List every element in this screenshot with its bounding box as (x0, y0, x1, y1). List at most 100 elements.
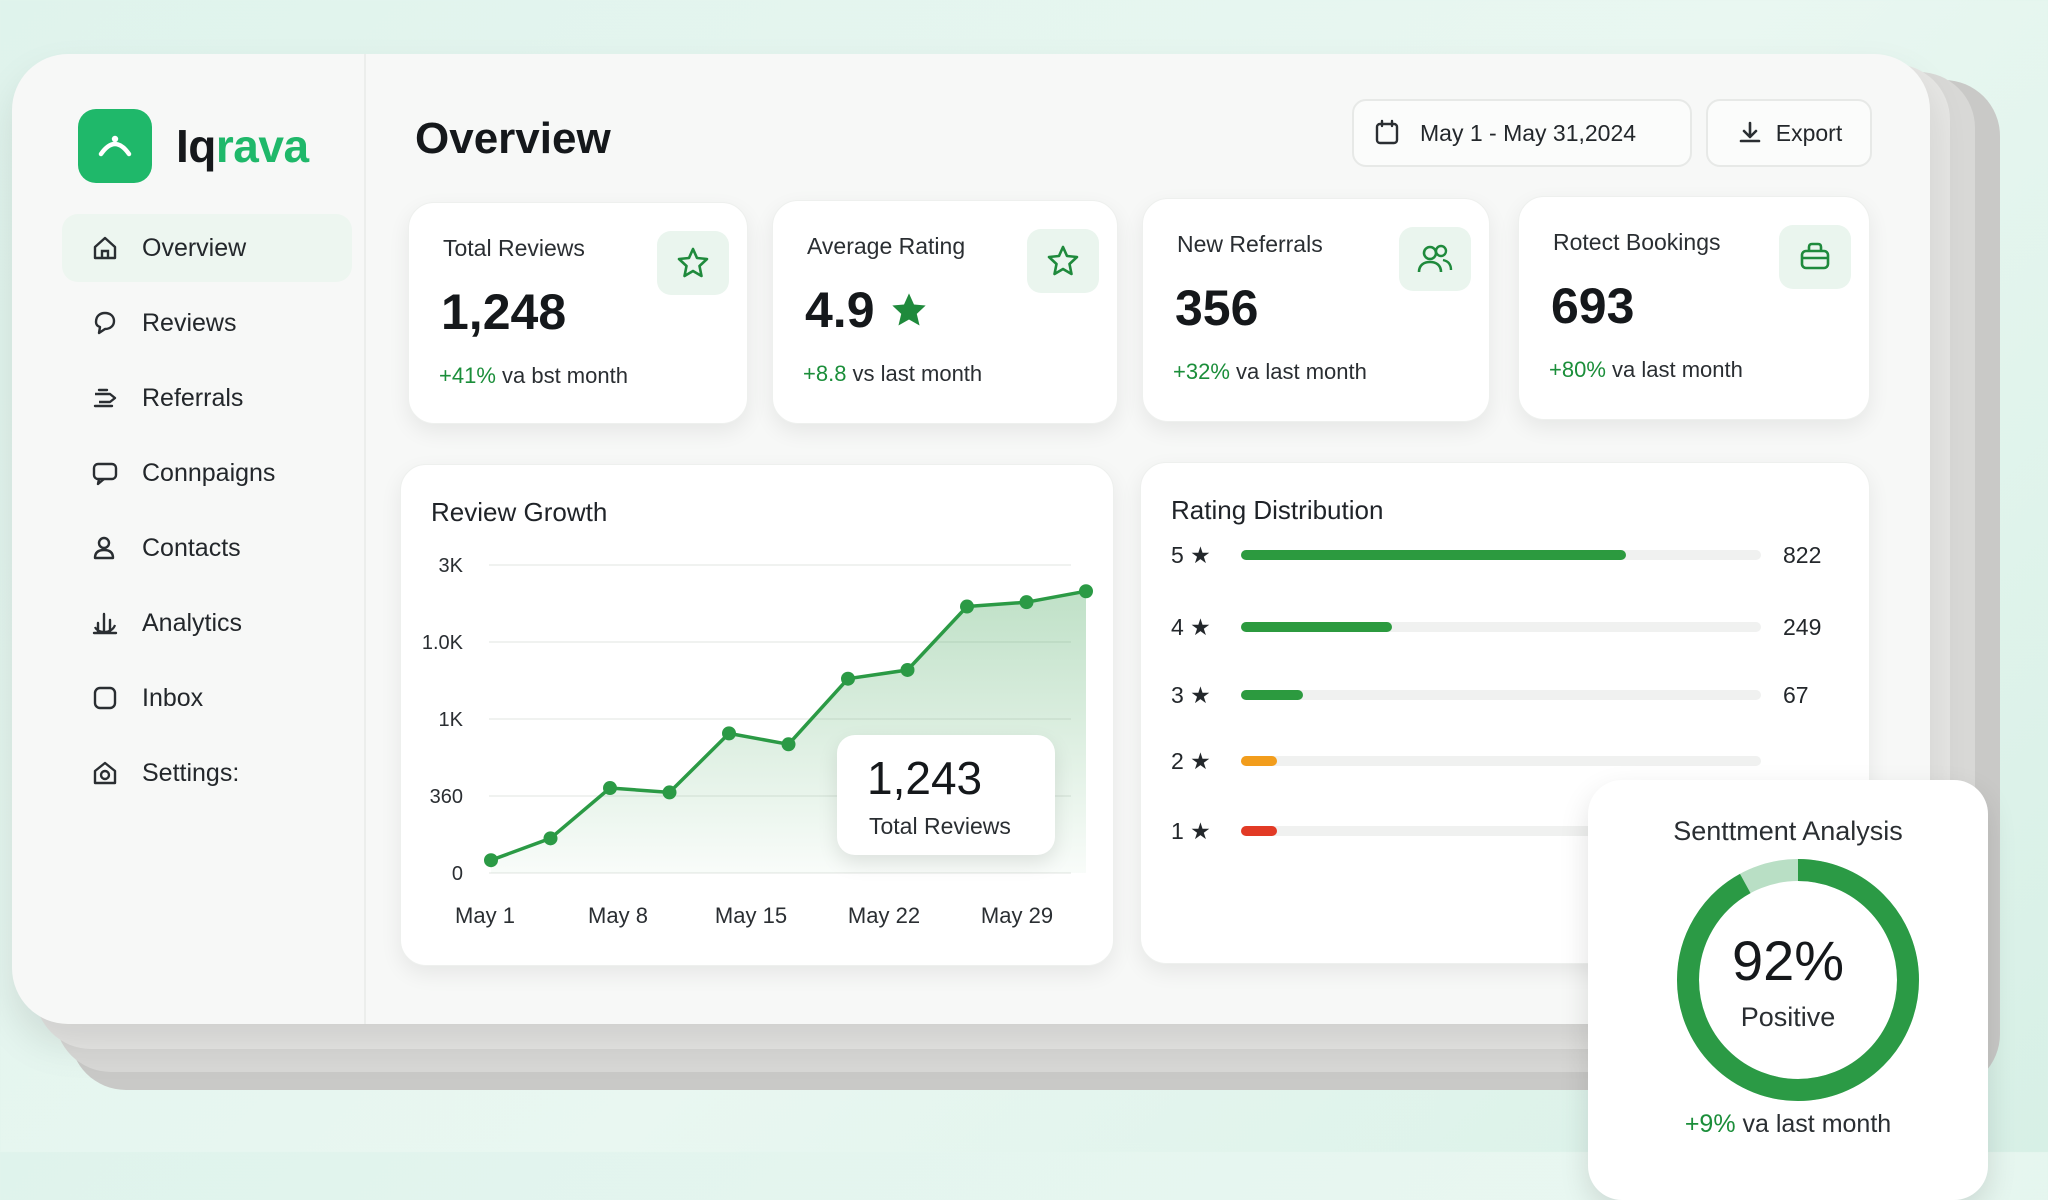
data-point[interactable] (603, 781, 617, 796)
tooltip-label: Total Reviews (869, 813, 1011, 839)
message-icon (92, 462, 118, 486)
sidebar-item-label: Connpaigns (142, 458, 276, 487)
rating-distribution-card: Rating Distribution 5 ★ 822 4 ★ 249 3 ★ 67 2 ★… (1140, 462, 1870, 964)
sidebar-item-label: Settings: (142, 758, 240, 787)
rating-label: 5 ★ (1171, 541, 1211, 568)
data-point[interactable] (781, 737, 796, 752)
data-point[interactable] (1019, 595, 1034, 610)
sidebar-item-label: Reviews (142, 308, 237, 337)
rating-count: 67 (1783, 681, 1809, 708)
review-growth-card: Review Growth 3K 1.0K 1K 360 0 May 1 May 8 May … (400, 464, 1114, 966)
chart-tooltip: 1,243 Total Reviews (837, 735, 1055, 855)
star-outline-icon (1027, 229, 1099, 293)
analytics-icon (92, 612, 118, 635)
rating-label: 4 ★ (1171, 613, 1211, 640)
x-tick-label: May 8 (588, 903, 648, 928)
star-outline-icon (657, 231, 729, 295)
data-point[interactable] (543, 831, 558, 846)
rating-row-4[interactable]: 4 ★ 249 (1171, 607, 1851, 647)
stat-label: Rotect Bookings (1553, 229, 1721, 255)
stat-delta: +32% va last month (1173, 359, 1367, 384)
download-icon (1739, 121, 1761, 143)
rating-bar-fill (1241, 690, 1304, 700)
stat-value: 693 (1551, 278, 1635, 334)
rating-label: 1 ★ (1171, 817, 1211, 844)
x-tick-label: May 15 (715, 903, 787, 928)
stat-label: Total Reviews (443, 235, 585, 261)
sentiment-label: Positive (1740, 1002, 1836, 1032)
data-point[interactable] (841, 671, 855, 686)
page-title: Overview (415, 114, 611, 163)
sidebar-item-label: Overview (142, 233, 247, 262)
date-range-picker[interactable]: May 1 - May 31,2024 (1352, 99, 1692, 167)
review-growth-chart: 3K 1.0K 1K 360 0 May 1 May 8 May 15 May 22 May 29 (422, 555, 1093, 928)
y-tick-label: 1K (439, 709, 464, 731)
data-point[interactable] (900, 662, 915, 677)
sidebar-item-analytics[interactable]: Analytics (62, 589, 352, 657)
date-range-label: May 1 - May 31,2024 (1420, 119, 1637, 146)
export-button[interactable]: Export (1706, 99, 1872, 167)
sentiment-card: Senttment Analysis 92% Positive +9% va l… (1588, 780, 1988, 1200)
data-point[interactable] (662, 785, 677, 800)
sidebar-item-settings[interactable]: Settings: (62, 739, 352, 807)
rating-bar-track (1241, 690, 1761, 700)
stat-label: New Referrals (1177, 231, 1323, 257)
sidebar-item-label: Referrals (142, 383, 244, 412)
data-point[interactable] (1079, 584, 1093, 599)
sidebar-item-label: Analytics (142, 608, 243, 637)
chat-bubble-icon (94, 311, 116, 335)
sidebar-item-referrals[interactable]: Referrals (62, 364, 352, 432)
rating-row-5[interactable]: 5 ★ 822 (1171, 535, 1851, 575)
rating-count: 822 (1783, 541, 1822, 568)
x-tick-label: May 22 (848, 903, 920, 928)
data-point[interactable] (484, 853, 498, 868)
user-icon (93, 536, 115, 560)
sidebar-item-campaigns[interactable]: Connpaigns (62, 439, 352, 507)
sentiment-value: 92% (1731, 929, 1845, 992)
ring-arc (1677, 859, 1919, 1101)
rating-bar-track (1241, 756, 1761, 766)
stat-delta: +8.8 vs last month (803, 361, 983, 386)
stat-value: 356 (1175, 280, 1259, 336)
stat-card-average-rating[interactable]: Average Rating 4.9 +8.8 vs last month (772, 200, 1118, 424)
sentiment-title: Senttment Analysis (1673, 816, 1903, 846)
app-window: Iqrava Overview Reviews Referrals Connpa… (12, 54, 1930, 1024)
rating-label: 3 ★ (1171, 681, 1211, 708)
home-icon (93, 236, 117, 260)
sentiment-ring (1677, 859, 1919, 1101)
rating-bar-track (1241, 550, 1761, 560)
rating-bar-fill (1241, 550, 1626, 560)
brand-name-part1: Iq (176, 120, 216, 172)
inbox-icon (93, 686, 117, 710)
settings-icon (93, 761, 117, 785)
users-icon (1399, 227, 1471, 291)
review-growth-title: Review Growth (431, 497, 608, 527)
sidebar-item-label: Contacts (142, 533, 241, 562)
sidebar-nav: Overview Reviews Referrals Connpaigns Co… (62, 214, 352, 814)
stat-card-new-referrals[interactable]: New Referrals 356 +32% va last month (1142, 198, 1490, 422)
data-point[interactable] (722, 726, 736, 741)
rating-label: 2 ★ (1171, 747, 1211, 774)
calendar-icon (1375, 119, 1399, 145)
sidebar-item-overview[interactable]: Overview (62, 214, 352, 282)
brand-logo-icon (78, 109, 152, 183)
rating-bar-fill (1241, 622, 1392, 632)
handshake-icon (93, 388, 117, 408)
rating-row-2[interactable]: 2 ★ (1171, 741, 1851, 781)
y-tick-label: 360 (430, 786, 463, 808)
rating-bar-fill (1241, 756, 1278, 766)
stat-delta: +41% va bst month (439, 363, 628, 388)
x-tick-label: May 1 (455, 903, 515, 928)
star-filled-icon (891, 293, 926, 326)
stat-card-total-reviews[interactable]: Total Reviews 1,248 +41% va bst month (408, 202, 748, 424)
sidebar-item-label: Inbox (142, 683, 204, 712)
brand[interactable]: Iqrava (78, 109, 309, 183)
stat-card-rotect-bookings[interactable]: Rotect Bookings 693 +80% va last month (1518, 196, 1870, 420)
sidebar-item-inbox[interactable]: Inbox (62, 664, 352, 732)
y-tick-label: 1.0K (422, 632, 464, 654)
sidebar-item-contacts[interactable]: Contacts (62, 514, 352, 582)
data-point[interactable] (960, 599, 974, 614)
sidebar-item-reviews[interactable]: Reviews (62, 289, 352, 357)
rating-row-3[interactable]: 3 ★ 67 (1171, 675, 1851, 715)
rating-row-1[interactable]: 1 ★ (1171, 811, 1851, 851)
